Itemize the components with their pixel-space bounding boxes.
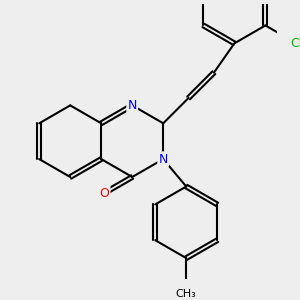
Text: N: N [159, 153, 168, 166]
Text: O: O [99, 187, 109, 200]
Text: Cl: Cl [290, 37, 300, 50]
Text: N: N [128, 99, 137, 112]
Text: CH₃: CH₃ [176, 289, 196, 299]
